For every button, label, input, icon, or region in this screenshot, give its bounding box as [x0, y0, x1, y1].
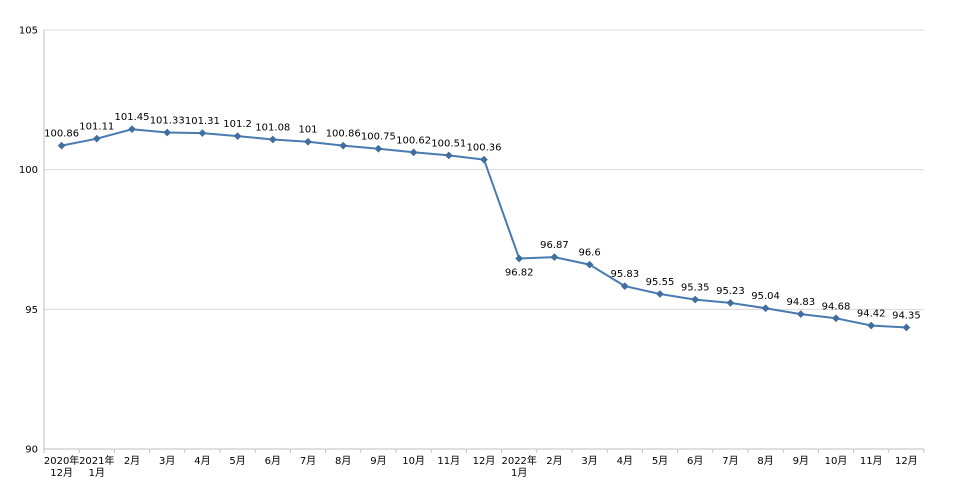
x-tick-label: 6月 [265, 455, 281, 467]
y-tick-label: 105 [19, 26, 38, 37]
x-tick-label: 3月 [581, 455, 597, 467]
x-tick-label: 2021年 [79, 454, 114, 467]
data-label: 95.04 [751, 291, 780, 302]
data-point-marker [163, 128, 172, 137]
data-point-marker [726, 298, 735, 307]
data-point-marker [444, 151, 453, 160]
series-markers [57, 125, 911, 332]
x-tick-label: 6月 [687, 455, 703, 467]
data-point-marker [480, 155, 488, 164]
data-label: 101.08 [255, 122, 290, 133]
data-label: 101.45 [115, 112, 150, 123]
data-point-marker [304, 137, 312, 146]
data-label: 94.35 [892, 310, 921, 321]
data-point-marker [761, 304, 770, 313]
data-label: 101.33 [150, 116, 185, 127]
x-tick-label: 3月 [159, 455, 175, 467]
data-label: 95.23 [716, 286, 745, 297]
data-label: 101.2 [223, 119, 252, 130]
x-tick-label: 8月 [757, 455, 773, 467]
x-tick-label: 7月 [722, 455, 738, 467]
data-point-marker [128, 125, 136, 134]
data-label: 94.83 [786, 297, 815, 308]
data-point-marker [902, 323, 911, 332]
x-tick-label: 1月 [89, 467, 105, 479]
x-tick-label: 12月 [895, 455, 918, 467]
data-label: 95.35 [681, 283, 710, 294]
x-tick-label: 2月 [124, 455, 140, 467]
x-tick-label: 4月 [617, 455, 633, 467]
x-tick-label: 1月 [511, 467, 527, 479]
data-label: 100.86 [326, 129, 361, 140]
data-label: 100.62 [396, 135, 431, 146]
data-point-marker [585, 260, 594, 269]
x-tick-label: 4月 [194, 455, 210, 467]
data-point-marker [620, 282, 629, 291]
x-tick-label: 5月 [652, 455, 668, 467]
data-label: 94.42 [857, 309, 886, 320]
data-label: 95.55 [646, 277, 675, 288]
data-label: 95.83 [610, 269, 639, 280]
data-label: 101.31 [185, 116, 220, 127]
data-point-marker [57, 141, 66, 150]
data-point-marker [550, 253, 559, 262]
x-tick-label: 12月 [50, 467, 73, 479]
data-label: 96.82 [505, 267, 534, 278]
y-tick-label: 100 [19, 165, 38, 176]
data-point-marker [374, 144, 383, 153]
data-label: 96.87 [540, 240, 569, 251]
y-axis-ticks: 90 95 100 105 [19, 26, 38, 456]
data-point-marker [832, 314, 840, 323]
x-tick-label: 11月 [437, 455, 460, 467]
axes [43, 30, 925, 453]
x-tick-label: 2月 [546, 455, 562, 467]
data-point-marker [409, 148, 418, 157]
data-point-marker [867, 321, 876, 330]
y-tick-label: 95 [25, 305, 38, 316]
data-label: 100.36 [467, 143, 502, 154]
data-label: 100.51 [431, 138, 466, 149]
x-tick-label: 8月 [335, 455, 351, 467]
data-point-marker [198, 129, 207, 138]
x-tick-label: 9月 [370, 455, 386, 467]
data-label: 96.6 [578, 248, 600, 259]
x-tick-label: 5月 [229, 455, 245, 467]
data-label: 101 [298, 125, 317, 136]
x-tick-label: 7月 [300, 455, 316, 467]
x-tick-label: 2022年 [501, 454, 536, 467]
data-point-marker [268, 135, 277, 144]
data-point-marker [796, 310, 805, 319]
x-tick-label: 11月 [860, 455, 883, 467]
y-tick-label: 90 [25, 445, 38, 456]
data-point-marker [691, 295, 700, 304]
data-point-marker [92, 134, 101, 143]
x-tick-label: 10月 [825, 455, 848, 467]
data-point-marker [656, 290, 664, 298]
data-point-marker [339, 141, 348, 150]
data-label: 100.86 [44, 129, 79, 140]
x-tick-label: 2020年 [44, 454, 79, 467]
x-tick-label: 10月 [402, 455, 425, 467]
data-point-marker [233, 132, 242, 141]
x-tick-label: 9月 [793, 455, 809, 467]
data-point-marker [515, 254, 524, 263]
x-tick-label: 12月 [473, 455, 496, 467]
data-label: 101.11 [79, 122, 114, 133]
data-label: 100.75 [361, 132, 396, 143]
data-label: 94.68 [822, 301, 851, 312]
